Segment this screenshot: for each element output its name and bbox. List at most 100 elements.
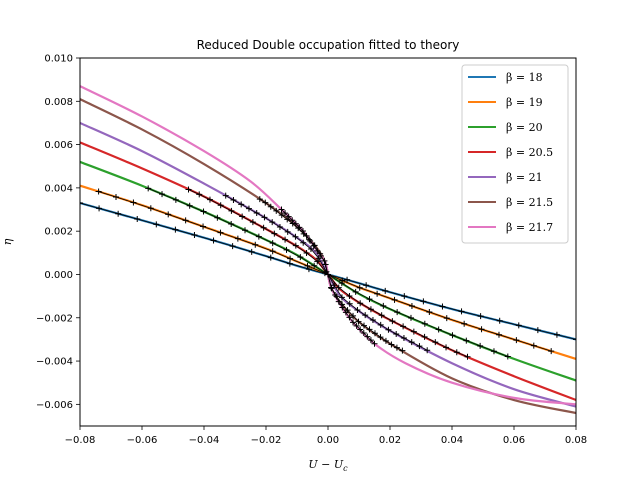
data-point-1 — [513, 337, 520, 344]
data-point-4 — [307, 246, 314, 253]
plot-markers — [80, 185, 576, 360]
data-point-1 — [408, 302, 415, 309]
data-point-0 — [573, 336, 576, 343]
data-point-6 — [289, 217, 296, 224]
y-tick-label: −0.004 — [36, 357, 73, 368]
data-point-2 — [200, 208, 207, 215]
data-point-3 — [217, 202, 224, 209]
data-point-1 — [287, 255, 294, 262]
data-point-0 — [305, 266, 312, 273]
y-tick-label: −0.002 — [36, 313, 73, 324]
data-point-3 — [410, 328, 417, 335]
data-point-1 — [356, 284, 363, 291]
y-tick-label: 0.004 — [44, 183, 73, 194]
x-tick-label: 0.02 — [379, 435, 401, 446]
data-point-6 — [346, 314, 353, 321]
data-point-4 — [385, 326, 392, 333]
data-point-1 — [304, 262, 311, 269]
data-point-4 — [331, 282, 338, 289]
data-point-0 — [248, 248, 255, 255]
data-point-1 — [217, 229, 224, 236]
x-axis-label-subscript: c — [343, 464, 348, 473]
data-point-4 — [416, 343, 423, 350]
y-tick-label: 0.008 — [44, 97, 73, 108]
data-point-4 — [346, 300, 353, 307]
data-point-3 — [206, 196, 213, 203]
data-point-2 — [490, 348, 497, 355]
data-point-6 — [339, 304, 346, 311]
data-point-6 — [282, 210, 289, 217]
data-point-2 — [504, 353, 511, 360]
data-point-6 — [371, 340, 378, 347]
data-point-0 — [267, 254, 274, 261]
x-axis: −0.08 −0.06 −0.04 −0.02 0.00 0.02 0.04 0.06 0.08 — [65, 426, 587, 446]
data-point-2 — [145, 185, 152, 192]
data-point-1 — [495, 331, 502, 338]
data-point-0 — [401, 293, 408, 300]
y-tick-label: 0.002 — [44, 227, 73, 238]
data-point-0 — [382, 287, 389, 294]
data-point-6 — [364, 333, 371, 340]
data-point-6 — [367, 337, 374, 344]
data-point-2 — [255, 233, 262, 240]
data-point-2 — [366, 296, 373, 303]
data-point-0 — [80, 200, 83, 207]
data-point-5 — [371, 330, 378, 337]
data-point-3 — [367, 306, 374, 313]
data-point-3 — [249, 219, 256, 226]
data-point-3 — [453, 349, 460, 356]
legend-label-1: β = 19 — [506, 96, 543, 109]
data-point-2 — [463, 337, 470, 344]
data-point-4 — [354, 307, 361, 314]
chart-title: Reduced Double occupation fitted to theo… — [197, 38, 460, 52]
y-tick-label: 0.000 — [44, 270, 73, 281]
data-point-3 — [314, 258, 321, 265]
data-point-1 — [478, 326, 485, 333]
legend-label-3: β = 20.5 — [506, 146, 553, 159]
data-point-6 — [342, 309, 349, 316]
legend-label-0: β = 18 — [506, 71, 543, 84]
legend-label-4: β = 21 — [506, 171, 543, 184]
data-point-1 — [182, 217, 189, 224]
data-point-0 — [496, 317, 503, 324]
data-point-2 — [380, 302, 387, 309]
data-point-0 — [344, 276, 351, 283]
data-point-3 — [239, 213, 246, 220]
data-point-3 — [271, 230, 278, 237]
data-point-1 — [113, 194, 120, 201]
data-point-1 — [426, 309, 433, 316]
data-point-1 — [130, 199, 137, 206]
data-point-2 — [394, 309, 401, 316]
data-point-0 — [172, 226, 179, 233]
data-point-6 — [292, 220, 299, 227]
data-point-3 — [282, 236, 289, 243]
data-point-3 — [357, 300, 364, 307]
data-point-5 — [278, 212, 285, 219]
data-point-4 — [377, 321, 384, 328]
y-axis: −0.006 −0.004 −0.002 0.000 0.002 0.004 0.006 0.… — [36, 54, 80, 411]
data-point-5 — [393, 344, 400, 351]
data-point-3 — [464, 353, 471, 360]
data-point-2 — [421, 320, 428, 327]
data-point-2 — [214, 214, 221, 221]
x-tick-label: 0.06 — [503, 435, 525, 446]
data-point-5 — [377, 334, 384, 341]
data-point-5 — [350, 312, 357, 319]
legend-label-5: β = 21.5 — [506, 196, 553, 209]
data-point-3 — [185, 186, 192, 193]
data-point-1 — [443, 315, 450, 322]
data-point-1 — [200, 223, 207, 230]
data-point-2 — [311, 262, 318, 269]
data-point-6 — [335, 298, 342, 305]
legend: β = 18 β = 19 β = 20 β = 20.5 β = 21 β = 21.5… — [461, 64, 569, 244]
data-point-2 — [159, 191, 166, 198]
data-point-2 — [242, 227, 249, 234]
data-point-1 — [530, 342, 537, 349]
data-point-2 — [435, 326, 442, 333]
data-point-0 — [191, 232, 198, 239]
data-point-5 — [382, 337, 389, 344]
data-point-3 — [400, 323, 407, 330]
data-point-1 — [461, 320, 468, 327]
data-point-3 — [228, 207, 235, 214]
